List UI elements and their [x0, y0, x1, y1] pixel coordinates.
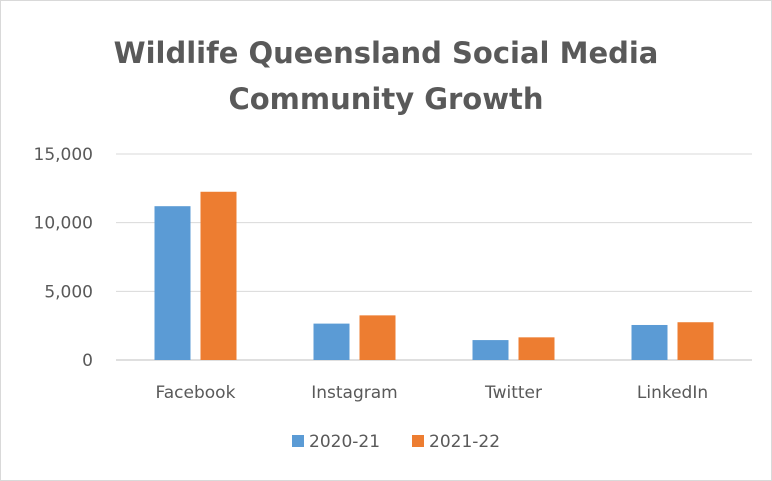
- bars: [154, 191, 714, 360]
- y-axis: 0 5,000 10,000 15,000: [34, 145, 93, 371]
- y-tick-label: 5,000: [44, 282, 93, 302]
- chart-title-line-1: Wildlife Queensland Social Media: [113, 36, 659, 70]
- y-tick-label: 10,000: [34, 214, 93, 234]
- legend: 2020-21 2021-22: [292, 432, 500, 452]
- chart-title-line-2: Community Growth: [228, 82, 544, 116]
- y-tick-label: 0: [82, 351, 93, 371]
- x-tick-label: Instagram: [311, 383, 398, 403]
- bar-instagram-2021-22: [359, 315, 396, 360]
- bar-facebook-2021-22: [200, 191, 237, 360]
- legend-swatch: [292, 435, 304, 447]
- x-tick-label: LinkedIn: [637, 383, 708, 403]
- y-tick-label: 15,000: [34, 145, 93, 165]
- x-axis: Facebook Instagram Twitter LinkedIn: [156, 383, 709, 403]
- bar-instagram-2020-21: [313, 323, 350, 360]
- legend-label: 2021-22: [429, 432, 500, 452]
- bar-twitter-2021-22: [518, 337, 555, 360]
- x-tick-label: Twitter: [484, 383, 542, 403]
- bar-twitter-2020-21: [472, 340, 509, 360]
- x-tick-label: Facebook: [156, 383, 236, 403]
- bar-linkedin-2021-22: [677, 322, 714, 360]
- bar-facebook-2020-21: [154, 206, 191, 360]
- legend-label: 2020-21: [309, 432, 380, 452]
- bar-linkedin-2020-21: [631, 324, 668, 360]
- chart-title: Wildlife Queensland Social Media Communi…: [0, 30, 772, 122]
- legend-swatch: [412, 435, 424, 447]
